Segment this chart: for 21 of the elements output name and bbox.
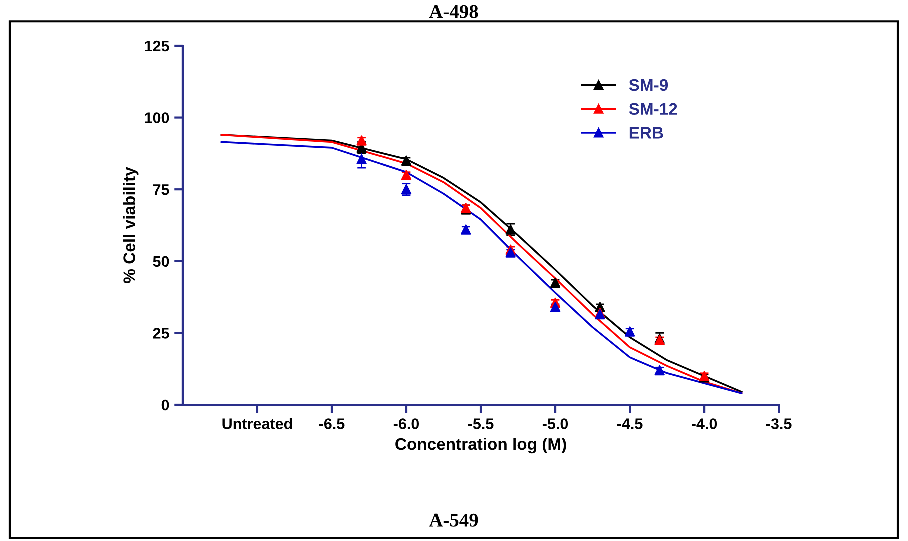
x-axis-title: Concentration log (M) [396,438,566,454]
legend-label: SM-12 [629,103,678,116]
text: A-549 [429,514,478,527]
y-tick-label: 100 [145,112,170,124]
x-tick-label: -4.0 [692,418,718,430]
y-axis-title: % Cell viability [123,167,139,284]
legend-label: ERB [630,127,664,139]
y-tick-label: 75 [153,184,170,196]
x-tick-label: Untreated [222,418,292,430]
y-tick-label: 0 [162,400,170,411]
x-tick-label: -6.5 [319,418,345,430]
legend-label: SM-9 [629,79,668,92]
x-tick-label: -3.5 [766,418,792,430]
x-tick-label: -4.5 [617,418,643,430]
text: A-498 [429,5,478,18]
y-tick-label: 125 [145,40,170,52]
y-tick-label: 25 [153,328,170,339]
y-tick-label: 50 [153,256,170,268]
x-tick-label: -5.0 [542,418,568,430]
x-tick-label: -5.5 [468,418,494,430]
x-tick-label: -6.0 [394,418,420,430]
